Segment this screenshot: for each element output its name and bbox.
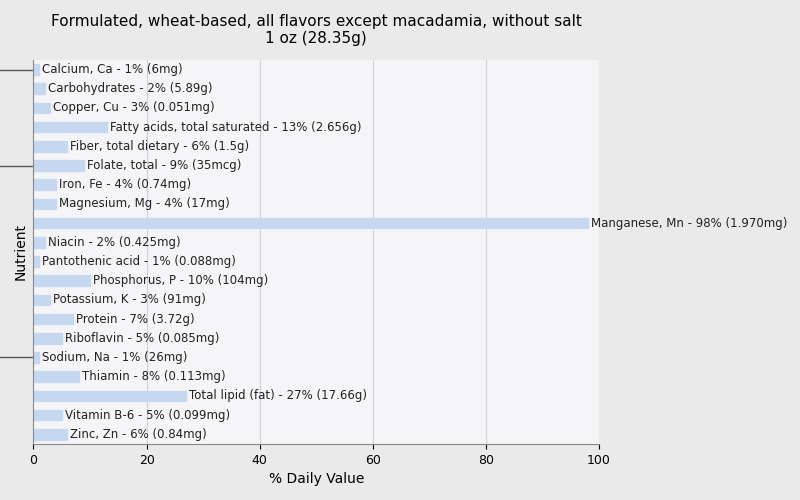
Text: Zinc, Zn - 6% (0.84mg): Zinc, Zn - 6% (0.84mg) xyxy=(70,428,207,440)
Text: Magnesium, Mg - 4% (17mg): Magnesium, Mg - 4% (17mg) xyxy=(59,198,230,210)
Text: Copper, Cu - 3% (0.051mg): Copper, Cu - 3% (0.051mg) xyxy=(54,102,215,114)
Bar xyxy=(34,160,84,171)
Bar xyxy=(34,64,39,75)
Text: Manganese, Mn - 98% (1.970mg): Manganese, Mn - 98% (1.970mg) xyxy=(590,216,787,230)
Bar xyxy=(34,352,39,362)
Text: Niacin - 2% (0.425mg): Niacin - 2% (0.425mg) xyxy=(47,236,180,249)
Text: Protein - 7% (3.72g): Protein - 7% (3.72g) xyxy=(76,312,194,326)
Bar xyxy=(34,314,73,324)
Bar xyxy=(34,256,39,267)
Bar xyxy=(34,180,56,190)
Bar xyxy=(34,276,90,286)
Bar xyxy=(34,390,186,401)
Text: Fatty acids, total saturated - 13% (2.656g): Fatty acids, total saturated - 13% (2.65… xyxy=(110,120,362,134)
Bar xyxy=(34,237,45,248)
Bar xyxy=(34,102,50,113)
Bar xyxy=(34,84,45,94)
Bar xyxy=(34,410,62,420)
Text: Fiber, total dietary - 6% (1.5g): Fiber, total dietary - 6% (1.5g) xyxy=(70,140,250,153)
Bar xyxy=(34,294,50,305)
Text: Total lipid (fat) - 27% (17.66g): Total lipid (fat) - 27% (17.66g) xyxy=(189,390,367,402)
Text: Sodium, Na - 1% (26mg): Sodium, Na - 1% (26mg) xyxy=(42,351,187,364)
Bar xyxy=(34,122,107,132)
Text: Folate, total - 9% (35mcg): Folate, total - 9% (35mcg) xyxy=(87,159,242,172)
Text: Potassium, K - 3% (91mg): Potassium, K - 3% (91mg) xyxy=(54,294,206,306)
Text: Riboflavin - 5% (0.085mg): Riboflavin - 5% (0.085mg) xyxy=(65,332,219,345)
X-axis label: % Daily Value: % Daily Value xyxy=(269,472,364,486)
Y-axis label: Nutrient: Nutrient xyxy=(14,224,28,280)
Bar xyxy=(34,333,62,344)
Bar xyxy=(34,372,78,382)
Bar xyxy=(34,218,588,228)
Text: Thiamin - 8% (0.113mg): Thiamin - 8% (0.113mg) xyxy=(82,370,225,383)
Bar xyxy=(34,141,67,152)
Bar xyxy=(34,198,56,209)
Bar xyxy=(34,429,67,440)
Text: Carbohydrates - 2% (5.89g): Carbohydrates - 2% (5.89g) xyxy=(47,82,212,95)
Text: Pantothenic acid - 1% (0.088mg): Pantothenic acid - 1% (0.088mg) xyxy=(42,255,236,268)
Text: Iron, Fe - 4% (0.74mg): Iron, Fe - 4% (0.74mg) xyxy=(59,178,191,191)
Text: Phosphorus, P - 10% (104mg): Phosphorus, P - 10% (104mg) xyxy=(93,274,268,287)
Title: Formulated, wheat-based, all flavors except macadamia, without salt
1 oz (28.35g: Formulated, wheat-based, all flavors exc… xyxy=(51,14,582,46)
Text: Vitamin B-6 - 5% (0.099mg): Vitamin B-6 - 5% (0.099mg) xyxy=(65,408,230,422)
Text: Calcium, Ca - 1% (6mg): Calcium, Ca - 1% (6mg) xyxy=(42,63,182,76)
